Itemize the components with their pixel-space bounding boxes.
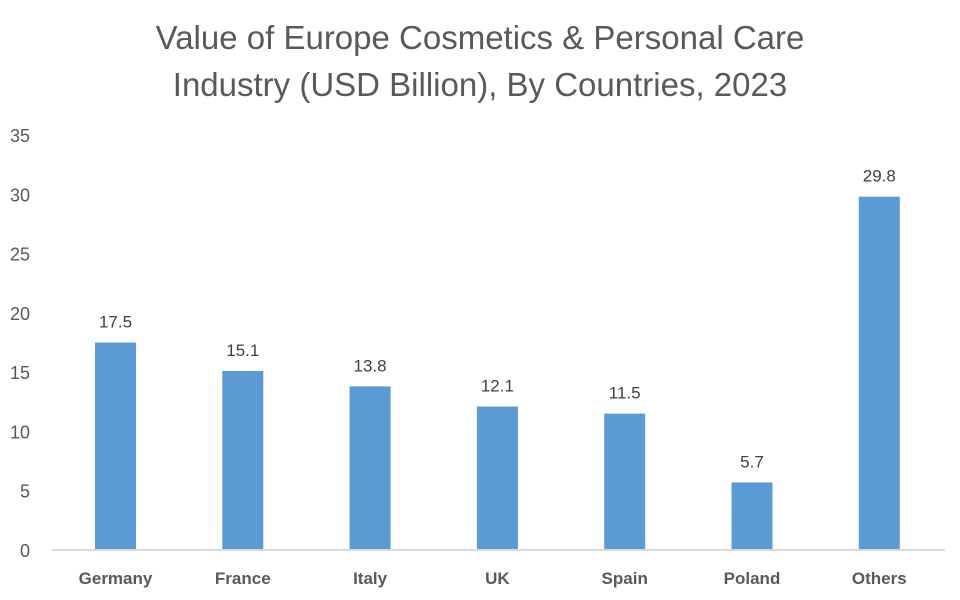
category-label: Italy [353,569,388,588]
y-tick-label: 10 [10,422,30,442]
bar-italy [349,386,391,550]
bar-germany [95,342,136,550]
y-tick-label: 0 [20,541,30,561]
data-label: 13.8 [354,356,387,375]
bar-uk [476,406,518,550]
y-tick-label: 35 [10,126,30,146]
category-label: Poland [724,569,781,588]
category-label: UK [485,569,510,588]
data-label: 29.8 [863,167,896,186]
data-label: 11.5 [609,384,641,403]
y-tick-label: 25 [10,245,30,265]
chart-title-line-2: Industry (USD Billion), By Countries, 20… [173,66,787,103]
bar-france [222,370,264,550]
category-label: Germany [79,569,153,588]
category-label: Spain [602,569,648,588]
y-tick-label: 15 [10,363,30,383]
data-label: 17.5 [99,313,132,332]
bar-poland [731,482,773,550]
data-label: 15.1 [226,341,259,360]
data-label: 12.1 [481,377,514,396]
y-tick-label: 30 [10,185,30,205]
y-tick-label: 20 [10,304,30,324]
bar-others [858,196,900,550]
data-label: 5.7 [740,452,764,471]
y-tick-label: 5 [20,482,30,502]
category-label: Others [852,569,907,588]
bar-spain [604,413,646,550]
category-label: France [215,569,271,588]
chart-title-line-1: Value of Europe Cosmetics & Personal Car… [156,19,805,56]
